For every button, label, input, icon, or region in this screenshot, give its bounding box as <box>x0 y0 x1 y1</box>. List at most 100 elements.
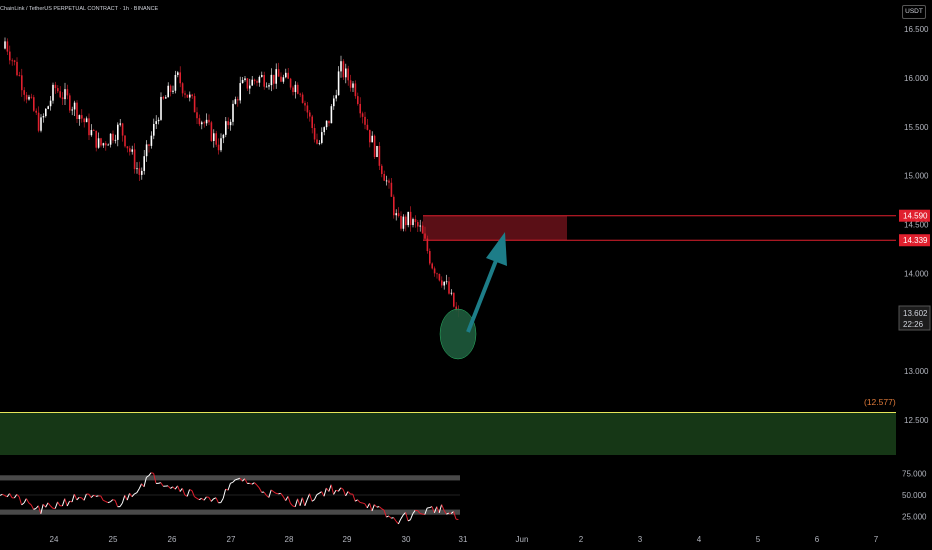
candle <box>455 306 457 311</box>
rsi-line-segment <box>146 475 150 478</box>
rsi-line-segment <box>386 515 390 518</box>
candle <box>335 95 337 99</box>
rsi-line-segment <box>330 484 335 495</box>
candle <box>409 211 412 225</box>
rsi-line-segment <box>400 514 404 520</box>
rsi-line-segment <box>201 497 205 501</box>
candle <box>301 94 304 103</box>
rsi-line-segment <box>347 491 351 495</box>
rsi-line-segment <box>90 494 94 498</box>
candle <box>441 280 443 286</box>
rsi-line-segment <box>57 501 61 507</box>
candle <box>251 79 253 86</box>
rsi-line-segment <box>446 512 449 515</box>
rsi-line-segment <box>131 493 135 498</box>
candle <box>337 71 340 96</box>
candle <box>85 118 88 123</box>
time-tick-label: 31 <box>459 535 468 544</box>
rsi-band-upper <box>0 475 460 481</box>
rsi-tick-label: 50.000 <box>902 491 927 500</box>
rsi-line-segment <box>88 493 92 498</box>
rsi-tick-label: 75.000 <box>902 470 927 479</box>
rsi-line-segment <box>251 482 255 485</box>
candle <box>340 61 342 72</box>
candle <box>25 94 28 100</box>
candle <box>347 68 349 81</box>
rsi-line-segment <box>441 504 445 511</box>
rsi-line-segment <box>383 509 387 518</box>
rsi-line-segment <box>222 488 227 499</box>
rsi-line-segment <box>335 489 339 492</box>
candle <box>246 78 249 89</box>
rsi-line-segment <box>126 493 131 501</box>
rsi-line-segment <box>134 492 138 495</box>
candle <box>239 83 241 101</box>
candle <box>78 115 81 120</box>
price-tick-label: 14.500 <box>904 221 929 230</box>
rsi-line-segment <box>6 493 11 498</box>
time-tick-label: 2 <box>579 535 584 544</box>
time-tick-label: 24 <box>50 535 59 544</box>
rsi-line-segment <box>256 484 260 489</box>
candle <box>102 143 105 146</box>
candle <box>373 135 376 157</box>
candle <box>385 180 388 182</box>
currency-button[interactable]: USDT <box>902 5 926 19</box>
rsi-band-lower <box>0 509 460 515</box>
candle <box>119 123 121 125</box>
candle <box>172 90 174 92</box>
candle <box>388 180 390 183</box>
rsi-line-segment <box>407 519 411 522</box>
candle <box>40 117 42 131</box>
candle <box>349 80 352 88</box>
rsi-line-segment <box>210 498 214 502</box>
rsi-line-segment <box>73 494 78 501</box>
candle <box>352 83 354 88</box>
rsi-line-segment <box>114 500 119 507</box>
candle <box>133 149 136 170</box>
candle <box>181 83 184 94</box>
time-tick-label: 3 <box>638 535 643 544</box>
rsi-line-segment <box>83 493 87 501</box>
candle <box>49 100 52 107</box>
time-tick-label: Jun <box>516 535 529 544</box>
candle <box>71 109 73 111</box>
candle <box>438 273 441 281</box>
rsi-line-segment <box>438 504 443 514</box>
candle <box>393 196 395 216</box>
candle <box>261 75 263 77</box>
candle <box>306 105 309 113</box>
rsi-line-segment <box>141 483 145 488</box>
candle <box>124 135 126 147</box>
rsi-line-segment <box>388 515 392 519</box>
time-tick-label: 29 <box>343 535 352 544</box>
candle <box>376 145 378 157</box>
price-tick-label: 13.000 <box>904 367 929 376</box>
rsi-line-segment <box>213 497 217 500</box>
rsi-line-segment <box>374 504 378 508</box>
rsi-line-segment <box>301 497 306 506</box>
rsi-line-segment <box>431 506 435 514</box>
rsi-line-segment <box>294 498 299 507</box>
candle <box>282 77 285 82</box>
candle <box>361 113 364 117</box>
rsi-line-segment <box>181 488 186 496</box>
candle <box>54 84 57 89</box>
rsi-line-segment <box>170 486 174 489</box>
candle <box>150 135 153 146</box>
candle <box>227 121 229 126</box>
rsi-line-segment <box>198 497 202 501</box>
candle <box>37 112 40 131</box>
rsi-line-segment <box>18 496 23 506</box>
rsi-line-segment <box>160 482 164 487</box>
candle <box>57 88 59 92</box>
candle <box>395 213 397 216</box>
candle <box>241 79 244 84</box>
time-tick-label: 5 <box>756 535 761 544</box>
rsi-line-segment <box>378 506 382 510</box>
rsi-line-segment <box>268 489 272 498</box>
candle <box>165 97 167 99</box>
candle <box>155 121 157 125</box>
candle <box>100 138 102 146</box>
